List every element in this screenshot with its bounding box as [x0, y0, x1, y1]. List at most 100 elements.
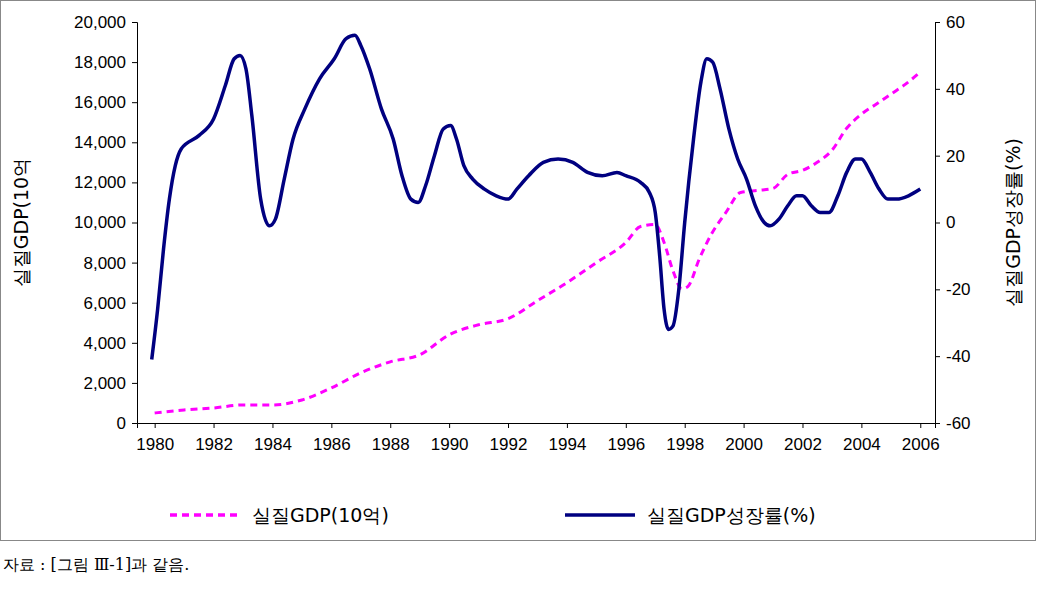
- tick-mark: [331, 423, 332, 428]
- tick: 1982: [195, 423, 233, 454]
- tick-mark: [935, 356, 940, 357]
- tick-mark: [935, 22, 940, 23]
- tick: 14,000: [74, 133, 137, 152]
- tick-mark: [685, 423, 686, 428]
- tick: 12,000: [74, 173, 137, 192]
- tick-label: 40: [946, 80, 965, 99]
- tick-label: 60: [946, 13, 965, 32]
- tick-mark: [132, 62, 137, 63]
- tick: 2006: [902, 423, 940, 454]
- tick-label: 0: [117, 414, 126, 433]
- tick-mark: [935, 423, 940, 424]
- tick-mark: [132, 303, 137, 304]
- tick-label: 0: [946, 213, 955, 232]
- tick: -40: [935, 347, 971, 366]
- tick-label: 1990: [431, 435, 469, 454]
- tick-label: 2004: [843, 435, 881, 454]
- tick: 1990: [431, 423, 469, 454]
- tick-mark: [626, 423, 627, 428]
- tick-label: 1998: [666, 435, 704, 454]
- tick: 16,000: [74, 93, 137, 112]
- tick: 2000: [725, 423, 763, 454]
- tick-label: -20: [946, 280, 971, 299]
- series-line: [155, 72, 921, 413]
- tick: 1986: [313, 423, 351, 454]
- tick-label: 8,000: [83, 254, 126, 273]
- tick-mark: [935, 156, 940, 157]
- tick: 2,000: [83, 374, 137, 393]
- y2-axis-line: [936, 23, 941, 424]
- tick-mark: [214, 423, 215, 428]
- chart: 1980 1982 1984 1986 1988 1990 1992 1994 1996 1998…: [0, 0, 1041, 600]
- tick-mark: [132, 223, 137, 224]
- legend-label: 실질GDP(10억): [252, 504, 389, 526]
- y-axis-line: [132, 23, 138, 424]
- tick-label: 10,000: [74, 213, 126, 232]
- tick-mark: [390, 423, 391, 428]
- tick: 0: [935, 213, 955, 232]
- tick-label: 6,000: [83, 294, 126, 313]
- tick-label: 4,000: [83, 334, 126, 353]
- tick-label: 2000: [725, 435, 763, 454]
- lines: [152, 35, 921, 413]
- tick-mark: [449, 423, 450, 428]
- x-axis: 1980 1982 1984 1986 1988 1990 1992 1994 1996 1998…: [136, 423, 939, 454]
- tick-label: -40: [946, 347, 971, 366]
- series-line: [152, 35, 921, 359]
- tick: 60: [935, 13, 965, 32]
- tick: 1980: [136, 423, 174, 454]
- tick-label: 1984: [254, 435, 292, 454]
- tick-label: 1992: [490, 435, 528, 454]
- tick: 20: [935, 147, 965, 166]
- tick: 18,000: [74, 53, 137, 72]
- tick-label: 18,000: [74, 53, 126, 72]
- tick-label: 1982: [195, 435, 233, 454]
- tick-mark: [508, 423, 509, 428]
- tick-label: 1988: [372, 435, 410, 454]
- tick: 1996: [607, 423, 645, 454]
- y2-axis-title: 실질GDP성장률(%): [1002, 138, 1024, 307]
- tick-label: 20,000: [74, 13, 126, 32]
- tick: 0: [117, 414, 137, 433]
- tick-mark: [744, 423, 745, 428]
- tick-label: 1994: [549, 435, 587, 454]
- tick-label: 14,000: [74, 133, 126, 152]
- tick-label: 1996: [607, 435, 645, 454]
- legend-label: 실질GDP성장률(%): [647, 504, 816, 526]
- tick: 2002: [784, 423, 822, 454]
- tick: 4,000: [83, 334, 137, 353]
- tick-mark: [935, 289, 940, 290]
- tick: 8,000: [83, 254, 137, 273]
- source-note: 자료 : [그림 Ⅲ-1]과 같음.: [3, 555, 189, 574]
- tick-mark: [272, 423, 273, 428]
- tick-label: 1980: [136, 435, 174, 454]
- tick: 1998: [666, 423, 704, 454]
- tick-label: 2002: [784, 435, 822, 454]
- tick-mark: [132, 423, 137, 424]
- tick-mark: [935, 223, 940, 224]
- tick-mark: [567, 423, 568, 428]
- tick-label: 20: [946, 147, 965, 166]
- tick-label: 1986: [313, 435, 351, 454]
- tick-mark: [920, 423, 921, 428]
- plot: 1980 1982 1984 1986 1988 1990 1992 1994 1996 1998…: [74, 13, 971, 454]
- tick-mark: [132, 343, 137, 344]
- tick: 6,000: [83, 294, 137, 313]
- tick-mark: [802, 423, 803, 428]
- tick-label: 16,000: [74, 93, 126, 112]
- tick: -20: [935, 280, 971, 299]
- tick-mark: [132, 102, 137, 103]
- tick-label: 2006: [902, 435, 940, 454]
- tick-mark: [935, 89, 940, 90]
- tick-mark: [132, 142, 137, 143]
- tick-mark: [132, 383, 137, 384]
- tick-mark: [155, 423, 156, 428]
- tick: 20,000: [74, 13, 137, 32]
- chart-frame: [1, 1, 1036, 541]
- tick-mark: [132, 182, 137, 183]
- tick: 1984: [254, 423, 292, 454]
- tick-mark: [132, 263, 137, 264]
- tick: 1992: [490, 423, 528, 454]
- x-axis-line: [138, 424, 936, 429]
- tick: 2004: [843, 423, 881, 454]
